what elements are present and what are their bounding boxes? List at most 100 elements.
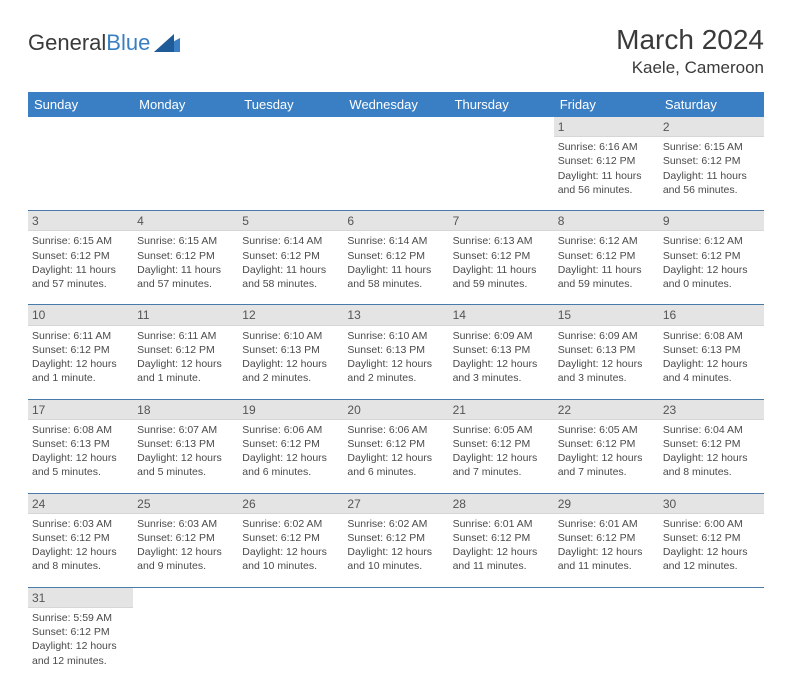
day-cell: Sunrise: 6:12 AMSunset: 6:12 PMDaylight:…: [554, 231, 659, 305]
day-cell: Sunrise: 6:10 AMSunset: 6:13 PMDaylight:…: [343, 325, 448, 399]
sunset-text: Sunset: 6:12 PM: [137, 343, 234, 357]
day-cell: Sunrise: 6:15 AMSunset: 6:12 PMDaylight:…: [28, 231, 133, 305]
daylight-text: Daylight: 12 hours and 5 minutes.: [137, 451, 234, 479]
week-row: Sunrise: 6:03 AMSunset: 6:12 PMDaylight:…: [28, 513, 764, 587]
sunrise-text: Sunrise: 6:06 AM: [242, 423, 339, 437]
day-number: 3: [28, 211, 133, 231]
day-number: 31: [28, 587, 133, 607]
day-number: 8: [554, 211, 659, 231]
sunrise-text: Sunrise: 6:02 AM: [347, 517, 444, 531]
day-number: 18: [133, 399, 238, 419]
sunrise-text: Sunrise: 6:15 AM: [137, 234, 234, 248]
day-cell: Sunrise: 6:01 AMSunset: 6:12 PMDaylight:…: [554, 513, 659, 587]
day-number: 11: [133, 305, 238, 325]
day-cell: Sunrise: 6:15 AMSunset: 6:12 PMDaylight:…: [659, 137, 764, 211]
day-cell: Sunrise: 6:09 AMSunset: 6:13 PMDaylight:…: [449, 325, 554, 399]
sunset-text: Sunset: 6:12 PM: [663, 437, 760, 451]
day-number: 30: [659, 493, 764, 513]
sunrise-text: Sunrise: 6:14 AM: [242, 234, 339, 248]
sunset-text: Sunset: 6:12 PM: [347, 531, 444, 545]
sunrise-text: Sunrise: 6:09 AM: [453, 329, 550, 343]
daylight-text: Daylight: 12 hours and 6 minutes.: [347, 451, 444, 479]
daylight-text: Daylight: 12 hours and 3 minutes.: [453, 357, 550, 385]
sunset-text: Sunset: 6:12 PM: [32, 249, 129, 263]
daylight-text: Daylight: 12 hours and 3 minutes.: [558, 357, 655, 385]
day-number: [28, 117, 133, 137]
day-cell: [28, 137, 133, 211]
sunrise-text: Sunrise: 6:12 AM: [663, 234, 760, 248]
page-header: GeneralBlue March 2024 Kaele, Cameroon: [28, 24, 764, 78]
sunset-text: Sunset: 6:13 PM: [32, 437, 129, 451]
sunrise-text: Sunrise: 6:05 AM: [453, 423, 550, 437]
month-title: March 2024: [616, 24, 764, 56]
daylight-text: Daylight: 12 hours and 1 minute.: [137, 357, 234, 385]
day-cell: [238, 608, 343, 682]
day-number: 26: [238, 493, 343, 513]
daylight-text: Daylight: 12 hours and 11 minutes.: [558, 545, 655, 573]
day-cell: Sunrise: 6:01 AMSunset: 6:12 PMDaylight:…: [449, 513, 554, 587]
day-number: [133, 117, 238, 137]
week-row: Sunrise: 6:16 AMSunset: 6:12 PMDaylight:…: [28, 137, 764, 211]
day-cell: Sunrise: 6:15 AMSunset: 6:12 PMDaylight:…: [133, 231, 238, 305]
day-number: 23: [659, 399, 764, 419]
day-number: 6: [343, 211, 448, 231]
sunrise-text: Sunrise: 6:04 AM: [663, 423, 760, 437]
sunset-text: Sunset: 6:12 PM: [558, 249, 655, 263]
sunset-text: Sunset: 6:12 PM: [663, 249, 760, 263]
day-number: 12: [238, 305, 343, 325]
day-cell: Sunrise: 6:03 AMSunset: 6:12 PMDaylight:…: [133, 513, 238, 587]
day-number: 20: [343, 399, 448, 419]
logo-text-blue: Blue: [106, 30, 150, 56]
daynum-row: 10111213141516: [28, 305, 764, 325]
daylight-text: Daylight: 12 hours and 11 minutes.: [453, 545, 550, 573]
day-cell: [343, 608, 448, 682]
day-number: 13: [343, 305, 448, 325]
day-cell: [659, 608, 764, 682]
day-number: [449, 117, 554, 137]
sunrise-text: Sunrise: 6:03 AM: [137, 517, 234, 531]
day-number: 15: [554, 305, 659, 325]
sunset-text: Sunset: 6:12 PM: [558, 154, 655, 168]
sunset-text: Sunset: 6:12 PM: [453, 531, 550, 545]
daylight-text: Daylight: 11 hours and 56 minutes.: [663, 169, 760, 197]
day-cell: Sunrise: 6:08 AMSunset: 6:13 PMDaylight:…: [28, 419, 133, 493]
sunset-text: Sunset: 6:13 PM: [242, 343, 339, 357]
day-cell: Sunrise: 6:14 AMSunset: 6:12 PMDaylight:…: [343, 231, 448, 305]
day-number: 14: [449, 305, 554, 325]
daylight-text: Daylight: 12 hours and 7 minutes.: [558, 451, 655, 479]
day-cell: Sunrise: 6:12 AMSunset: 6:12 PMDaylight:…: [659, 231, 764, 305]
daylight-text: Daylight: 11 hours and 57 minutes.: [137, 263, 234, 291]
day-cell: [133, 137, 238, 211]
day-cell: [449, 137, 554, 211]
sunrise-text: Sunrise: 6:07 AM: [137, 423, 234, 437]
daynum-row: 12: [28, 117, 764, 137]
day-number: 19: [238, 399, 343, 419]
logo: GeneralBlue: [28, 30, 180, 56]
daylight-text: Daylight: 12 hours and 7 minutes.: [453, 451, 550, 479]
sunrise-text: Sunrise: 6:09 AM: [558, 329, 655, 343]
sunrise-text: Sunrise: 5:59 AM: [32, 611, 129, 625]
sunset-text: Sunset: 6:12 PM: [663, 154, 760, 168]
weekday-header: Saturday: [659, 92, 764, 117]
day-cell: Sunrise: 6:06 AMSunset: 6:12 PMDaylight:…: [238, 419, 343, 493]
sunset-text: Sunset: 6:13 PM: [137, 437, 234, 451]
day-number: 24: [28, 493, 133, 513]
sunset-text: Sunset: 6:12 PM: [242, 531, 339, 545]
daynum-row: 17181920212223: [28, 399, 764, 419]
day-number: [238, 117, 343, 137]
weekday-header: Wednesday: [343, 92, 448, 117]
sunrise-text: Sunrise: 6:05 AM: [558, 423, 655, 437]
daylight-text: Daylight: 11 hours and 59 minutes.: [558, 263, 655, 291]
sunrise-text: Sunrise: 6:14 AM: [347, 234, 444, 248]
sunset-text: Sunset: 6:13 PM: [453, 343, 550, 357]
sunrise-text: Sunrise: 6:12 AM: [558, 234, 655, 248]
day-number: [343, 587, 448, 607]
sunset-text: Sunset: 6:13 PM: [663, 343, 760, 357]
sunrise-text: Sunrise: 6:10 AM: [242, 329, 339, 343]
day-number: 17: [28, 399, 133, 419]
sunrise-text: Sunrise: 6:00 AM: [663, 517, 760, 531]
sunset-text: Sunset: 6:13 PM: [347, 343, 444, 357]
sunset-text: Sunset: 6:12 PM: [242, 437, 339, 451]
weekday-header: Sunday: [28, 92, 133, 117]
daylight-text: Daylight: 12 hours and 0 minutes.: [663, 263, 760, 291]
